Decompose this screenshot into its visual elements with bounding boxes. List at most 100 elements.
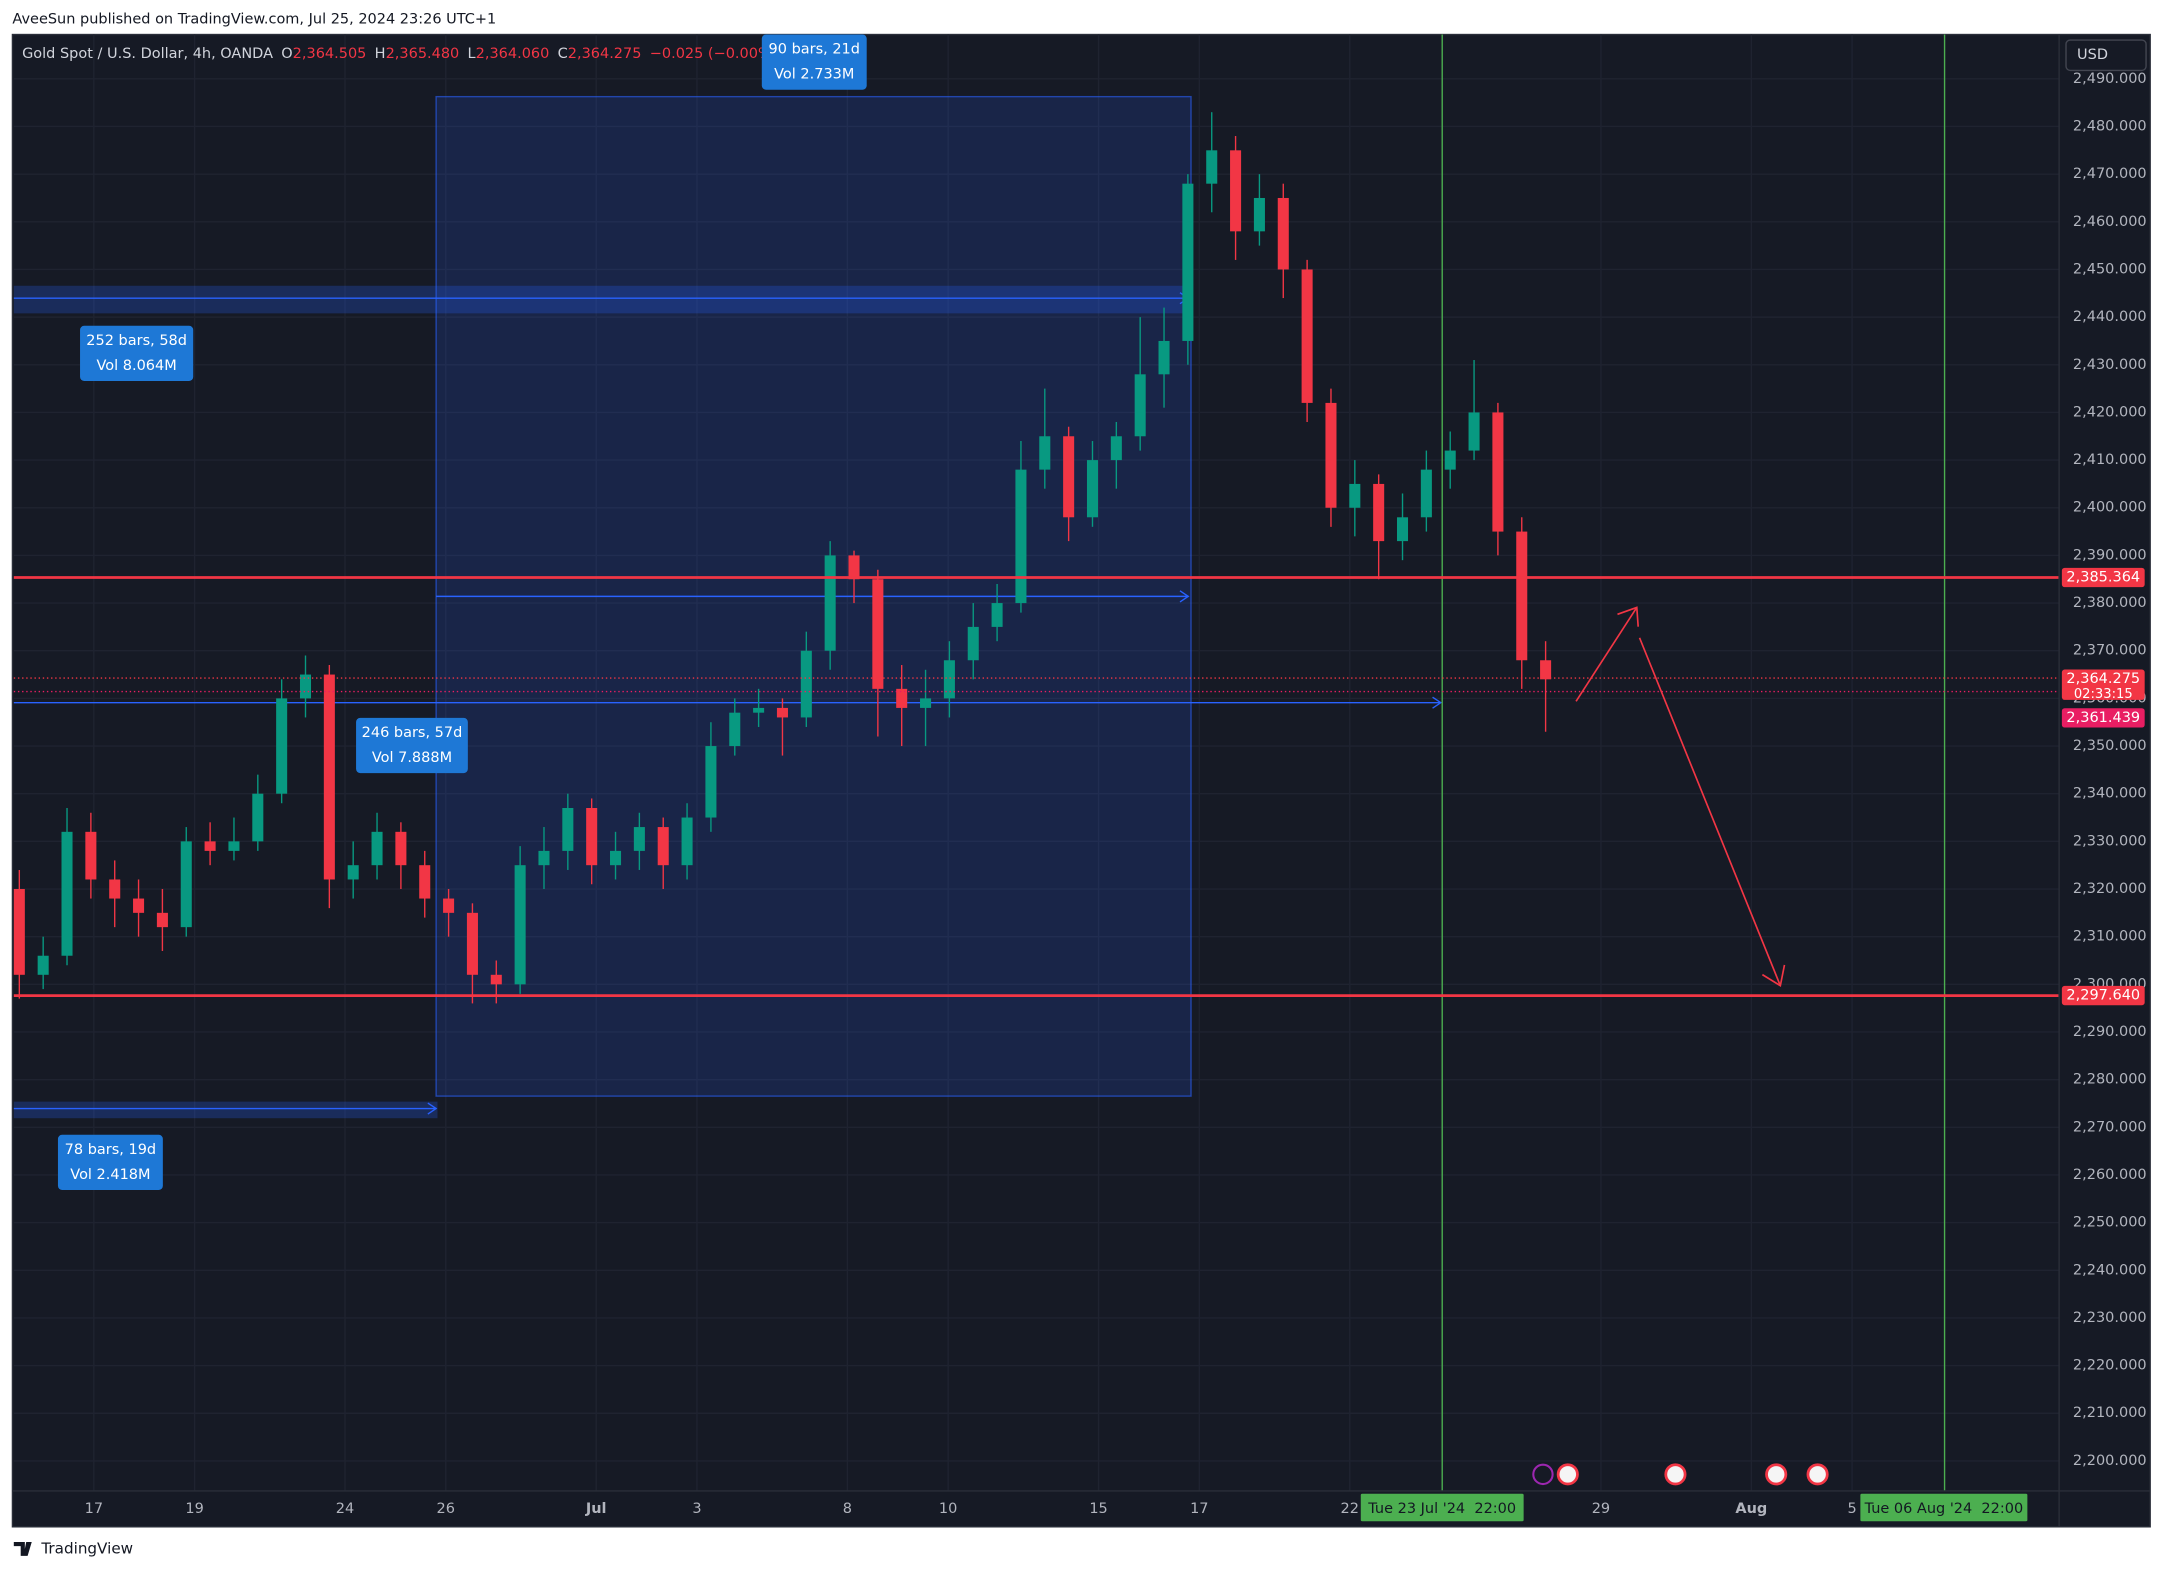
- price-tick-label: 2,430.000: [2073, 357, 2147, 373]
- arrow-head: [1761, 964, 1786, 988]
- candle-body: [1516, 531, 1528, 661]
- price-tick-label: 2,390.000: [2073, 547, 2147, 563]
- candle-body: [586, 807, 598, 866]
- date-tick-label: 3: [692, 1501, 701, 1517]
- range-label-box: [761, 34, 867, 90]
- price-tag-label: 2,385.364: [2066, 570, 2140, 586]
- candle-body: [1396, 517, 1409, 542]
- ohlc-value: 2,364.275: [568, 46, 642, 62]
- grid: [13, 34, 2060, 1491]
- date-tick-label: 26: [437, 1501, 455, 1517]
- price-tick-label: 2,440.000: [2073, 309, 2147, 325]
- candle-body: [1015, 469, 1027, 604]
- price-tick-label: 2,290.000: [2073, 1024, 2147, 1040]
- candle-body: [1349, 483, 1361, 508]
- candle-body: [1540, 660, 1552, 680]
- range-volume: Vol 2.418M: [70, 1167, 150, 1183]
- date-tick-label: 15: [1089, 1501, 1107, 1517]
- price-tick-label: 2,400.000: [2073, 500, 2147, 516]
- candle-body: [776, 707, 788, 718]
- date-tick-label: Jul: [585, 1501, 607, 1517]
- countdown: 02:33:15: [2074, 687, 2133, 702]
- currency-label: USD: [2077, 47, 2108, 63]
- candle-body: [800, 650, 812, 718]
- time-marker-tag: [1360, 1493, 1524, 1522]
- candle-body: [347, 865, 359, 880]
- price-tick-label: 2,470.000: [2073, 166, 2147, 182]
- date-tick-label: 17: [1190, 1501, 1208, 1517]
- candle-body: [943, 660, 955, 699]
- arrow-head: [427, 1102, 438, 1115]
- candle-body: [443, 898, 455, 913]
- candle-body: [156, 912, 168, 928]
- candle-body: [705, 746, 717, 818]
- ohlc-key: O: [281, 46, 292, 62]
- candle-body: [681, 817, 693, 866]
- currency-button[interactable]: [2065, 39, 2147, 72]
- time-marker-label: Tue 06 Aug '24 22:00: [1864, 1501, 2024, 1517]
- ohlc-key: L: [468, 46, 476, 62]
- candle-body: [562, 807, 574, 851]
- range-band: [13, 1101, 438, 1119]
- tv-logo: [13, 1542, 32, 1556]
- event-flag[interactable]: [1556, 1463, 1579, 1486]
- range-label-box: [80, 325, 194, 382]
- candle-body: [633, 827, 645, 851]
- candle-body: [1444, 450, 1456, 470]
- date-tick-label: 19: [185, 1501, 203, 1517]
- event-icon[interactable]: [1532, 1463, 1554, 1486]
- price-tick-label: 2,250.000: [2073, 1215, 2147, 1231]
- candles: [13, 112, 1552, 1004]
- candle-body: [848, 555, 860, 580]
- range-volume: Vol 2.733M: [774, 67, 854, 83]
- candle-body: [1468, 412, 1480, 451]
- price-tick-label: 2,260.000: [2073, 1167, 2147, 1183]
- candle-body: [109, 879, 121, 899]
- range-bars: 78 bars, 19d: [65, 1142, 156, 1158]
- price-tag-label: 2,361.439: [2066, 710, 2140, 726]
- price-change: −0.025 (−0.00%): [650, 46, 778, 62]
- event-flag[interactable]: [1806, 1463, 1829, 1486]
- price-tag: [2061, 567, 2145, 588]
- date-tick-label: 5: [1847, 1501, 1856, 1517]
- price-tick-label: 2,220.000: [2073, 1358, 2147, 1374]
- ohlc-value: 2,364.060: [476, 46, 550, 62]
- event-flag[interactable]: [1765, 1463, 1788, 1486]
- overlay: [13, 576, 2060, 997]
- candle-body: [180, 841, 192, 928]
- candle-body: [252, 793, 264, 842]
- candle-body: [419, 865, 431, 899]
- candle-body: [1134, 374, 1146, 437]
- event-flag[interactable]: [1664, 1463, 1687, 1486]
- candle-body: [1325, 402, 1337, 508]
- price-tick-label: 2,240.000: [2073, 1262, 2147, 1278]
- forecast-arrow: [1638, 637, 1782, 986]
- candle-body: [1420, 469, 1432, 518]
- price-tick-label: 2,420.000: [2073, 404, 2147, 420]
- forecast-arrow: [1575, 606, 1638, 702]
- price-tag: [2061, 669, 2145, 700]
- price-tick-label: 2,230.000: [2073, 1310, 2147, 1326]
- candle-body: [37, 955, 49, 975]
- range-volume: Vol 7.888M: [372, 750, 452, 766]
- range-label-box: [57, 1134, 163, 1190]
- candle-body: [896, 688, 908, 708]
- candle-body: [514, 865, 526, 985]
- range-bars: 90 bars, 21d: [769, 42, 860, 58]
- price-tick-label: 2,480.000: [2073, 118, 2147, 134]
- price-tag-label: 2,297.640: [2066, 988, 2140, 1004]
- candle-body: [299, 674, 312, 699]
- date-tick-label: 8: [843, 1501, 852, 1517]
- price-tick-label: 2,380.000: [2073, 595, 2147, 611]
- candle-body: [1182, 183, 1194, 341]
- candle-body: [1230, 150, 1242, 232]
- candle-body: [1277, 197, 1289, 270]
- candle-body: [323, 674, 335, 880]
- candle-body: [729, 712, 741, 747]
- candle-body: [13, 889, 25, 975]
- range-bars: 252 bars, 58d: [86, 333, 187, 349]
- candle-body: [872, 579, 884, 689]
- ohlc-value: 2,365.480: [386, 46, 460, 62]
- price-tag: [2061, 708, 2145, 728]
